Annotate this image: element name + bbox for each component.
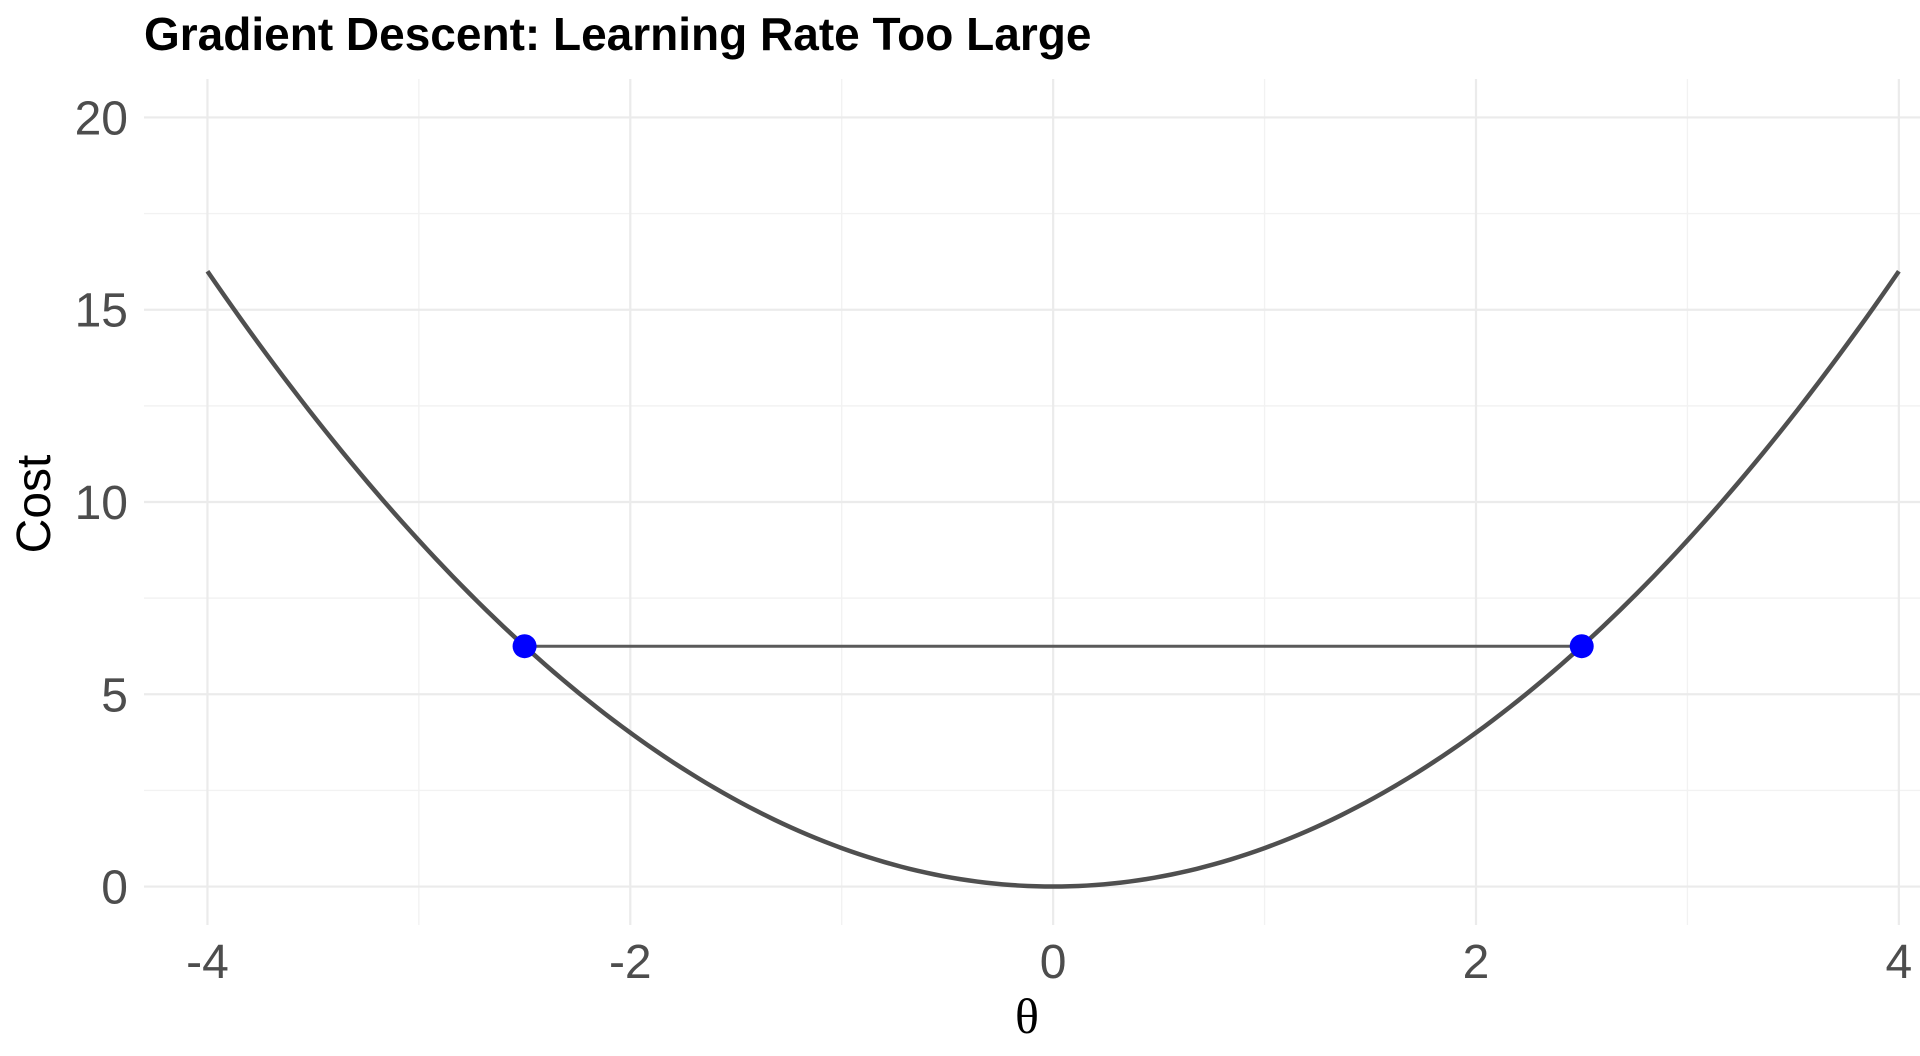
chart-title: Gradient Descent: Learning Rate Too Larg… [144,8,1091,60]
iterate-point [1569,634,1594,659]
x-axis-ticks: -4 -2 0 2 4 [186,936,1912,989]
x-tick-label: -4 [186,936,229,989]
cost-curve-line [205,269,1901,889]
point-layer [512,634,1594,659]
y-tick-label: 10 [75,477,128,530]
y-axis-ticks: 0 5 10 15 20 [75,92,128,914]
x-tick-label: -2 [609,936,652,989]
x-axis-label: θ [1015,988,1039,1044]
iterate-point [512,634,537,659]
grid [144,79,1920,925]
x-tick-label: 4 [1886,936,1913,989]
y-tick-label: 15 [75,285,128,338]
y-tick-label: 5 [101,669,128,722]
y-tick-label: 0 [101,862,128,915]
y-tick-label: 20 [75,92,128,145]
y-axis-label: Cost [8,455,61,554]
x-tick-label: 2 [1463,936,1490,989]
x-tick-label: 0 [1040,936,1067,989]
cost-curve-layer [205,269,1901,889]
